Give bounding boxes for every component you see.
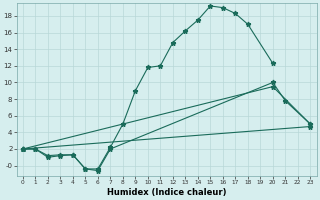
X-axis label: Humidex (Indice chaleur): Humidex (Indice chaleur) [107, 188, 226, 197]
